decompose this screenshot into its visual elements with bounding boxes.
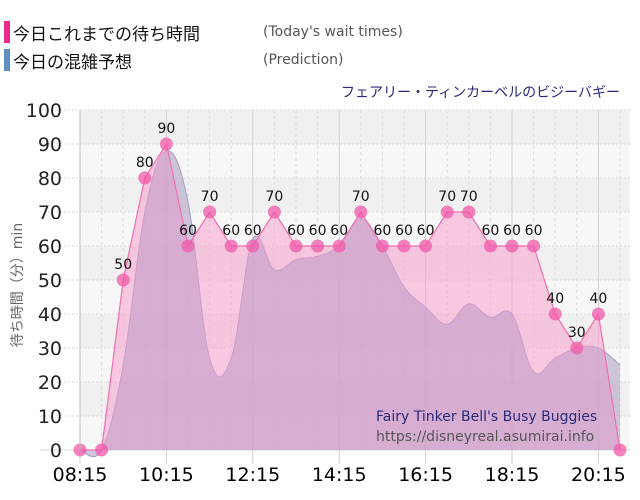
data-point[interactable] bbox=[95, 443, 109, 457]
data-point[interactable] bbox=[505, 239, 519, 253]
data-point[interactable] bbox=[570, 341, 584, 355]
watermark-url: https://disneyreal.asumirai.info bbox=[376, 429, 594, 445]
data-point[interactable] bbox=[375, 239, 389, 253]
data-point-label: 70 bbox=[438, 189, 456, 205]
data-point[interactable] bbox=[138, 171, 152, 185]
data-point-label: 60 bbox=[287, 223, 305, 239]
data-point[interactable] bbox=[548, 307, 562, 321]
y-tick-label: 90 bbox=[38, 134, 62, 156]
data-point[interactable] bbox=[419, 239, 433, 253]
legend-item-prediction: 今日の混雑予想 (Prediction) bbox=[4, 48, 344, 73]
data-point-label: 60 bbox=[503, 223, 521, 239]
y-tick-label: 80 bbox=[38, 168, 62, 190]
data-point-label: 30 bbox=[568, 325, 586, 341]
legend-label-prediction-jp: 今日の混雑予想 bbox=[13, 52, 132, 73]
watermark-title: Fairy Tinker Bell's Busy Buggies bbox=[376, 409, 597, 425]
data-point[interactable] bbox=[203, 205, 217, 219]
data-point-label: 90 bbox=[157, 121, 175, 137]
data-point-label: 80 bbox=[136, 155, 154, 171]
data-point[interactable] bbox=[246, 239, 260, 253]
data-point[interactable] bbox=[440, 205, 454, 219]
data-point[interactable] bbox=[462, 205, 476, 219]
x-tick-label: 08:15 bbox=[53, 464, 108, 486]
x-tick-label: 12:15 bbox=[225, 464, 280, 486]
data-point-label: 60 bbox=[309, 223, 327, 239]
data-point[interactable] bbox=[354, 205, 368, 219]
data-point-label: 60 bbox=[395, 223, 413, 239]
y-axis-label: 待ち時間（分）min bbox=[10, 223, 26, 347]
y-tick-label: 10 bbox=[38, 406, 62, 428]
x-tick-label: 16:15 bbox=[398, 464, 453, 486]
data-point-label: 70 bbox=[265, 189, 283, 205]
legend-label-today-en: (Today's wait times) bbox=[263, 24, 403, 40]
y-tick-label: 40 bbox=[38, 304, 62, 326]
data-point-label: 60 bbox=[244, 223, 262, 239]
y-tick-label: 30 bbox=[38, 338, 62, 360]
data-point[interactable] bbox=[289, 239, 303, 253]
x-tick-label: 18:15 bbox=[485, 464, 540, 486]
data-point[interactable] bbox=[181, 239, 195, 253]
data-point-label: 60 bbox=[417, 223, 435, 239]
data-point-label: 60 bbox=[525, 223, 543, 239]
legend-swatch-today bbox=[4, 21, 10, 43]
data-point[interactable] bbox=[527, 239, 541, 253]
data-point[interactable] bbox=[332, 239, 346, 253]
y-tick-label: 20 bbox=[38, 372, 62, 394]
y-tick-label: 50 bbox=[38, 270, 62, 292]
y-tick-label: 60 bbox=[38, 236, 62, 258]
data-point[interactable] bbox=[591, 307, 605, 321]
data-point[interactable] bbox=[311, 239, 325, 253]
legend-label-today-jp: 今日これまでの待ち時間 bbox=[13, 24, 200, 45]
data-point-label: 60 bbox=[330, 223, 348, 239]
y-tick-label: 100 bbox=[26, 100, 62, 122]
data-point[interactable] bbox=[397, 239, 411, 253]
chart-title: フェアリー・ティンカーベルのビジーバギー bbox=[340, 85, 620, 101]
data-point-label: 60 bbox=[179, 223, 197, 239]
axes: 0 10 20 30 40 50 60 70 80 90 100 08:15 10:15 12:15 14:… bbox=[26, 100, 626, 486]
data-point-label: 60 bbox=[222, 223, 240, 239]
data-point[interactable] bbox=[483, 239, 497, 253]
data-point-label: 70 bbox=[201, 189, 219, 205]
x-tick-label: 20:15 bbox=[571, 464, 626, 486]
data-point[interactable] bbox=[267, 205, 281, 219]
y-tick-label: 0 bbox=[50, 440, 62, 462]
data-point[interactable] bbox=[159, 137, 173, 151]
data-point-label: 40 bbox=[589, 291, 607, 307]
data-point-label: 70 bbox=[460, 189, 478, 205]
data-point-label: 70 bbox=[352, 189, 370, 205]
data-point-label: 40 bbox=[546, 291, 564, 307]
data-point-label: 50 bbox=[114, 257, 132, 273]
legend-label-prediction-en: (Prediction) bbox=[263, 52, 344, 68]
data-point-label: 60 bbox=[373, 223, 391, 239]
data-point[interactable] bbox=[116, 273, 130, 287]
x-tick-label: 10:15 bbox=[139, 464, 194, 486]
data-point[interactable] bbox=[613, 443, 627, 457]
legend-item-today: 今日これまでの待ち時間 (Today's wait times) bbox=[4, 20, 403, 45]
x-tick-label: 14:15 bbox=[312, 464, 367, 486]
data-point-label: 60 bbox=[481, 223, 499, 239]
legend-swatch-prediction bbox=[4, 49, 10, 71]
y-tick-label: 70 bbox=[38, 202, 62, 224]
data-point[interactable] bbox=[224, 239, 238, 253]
